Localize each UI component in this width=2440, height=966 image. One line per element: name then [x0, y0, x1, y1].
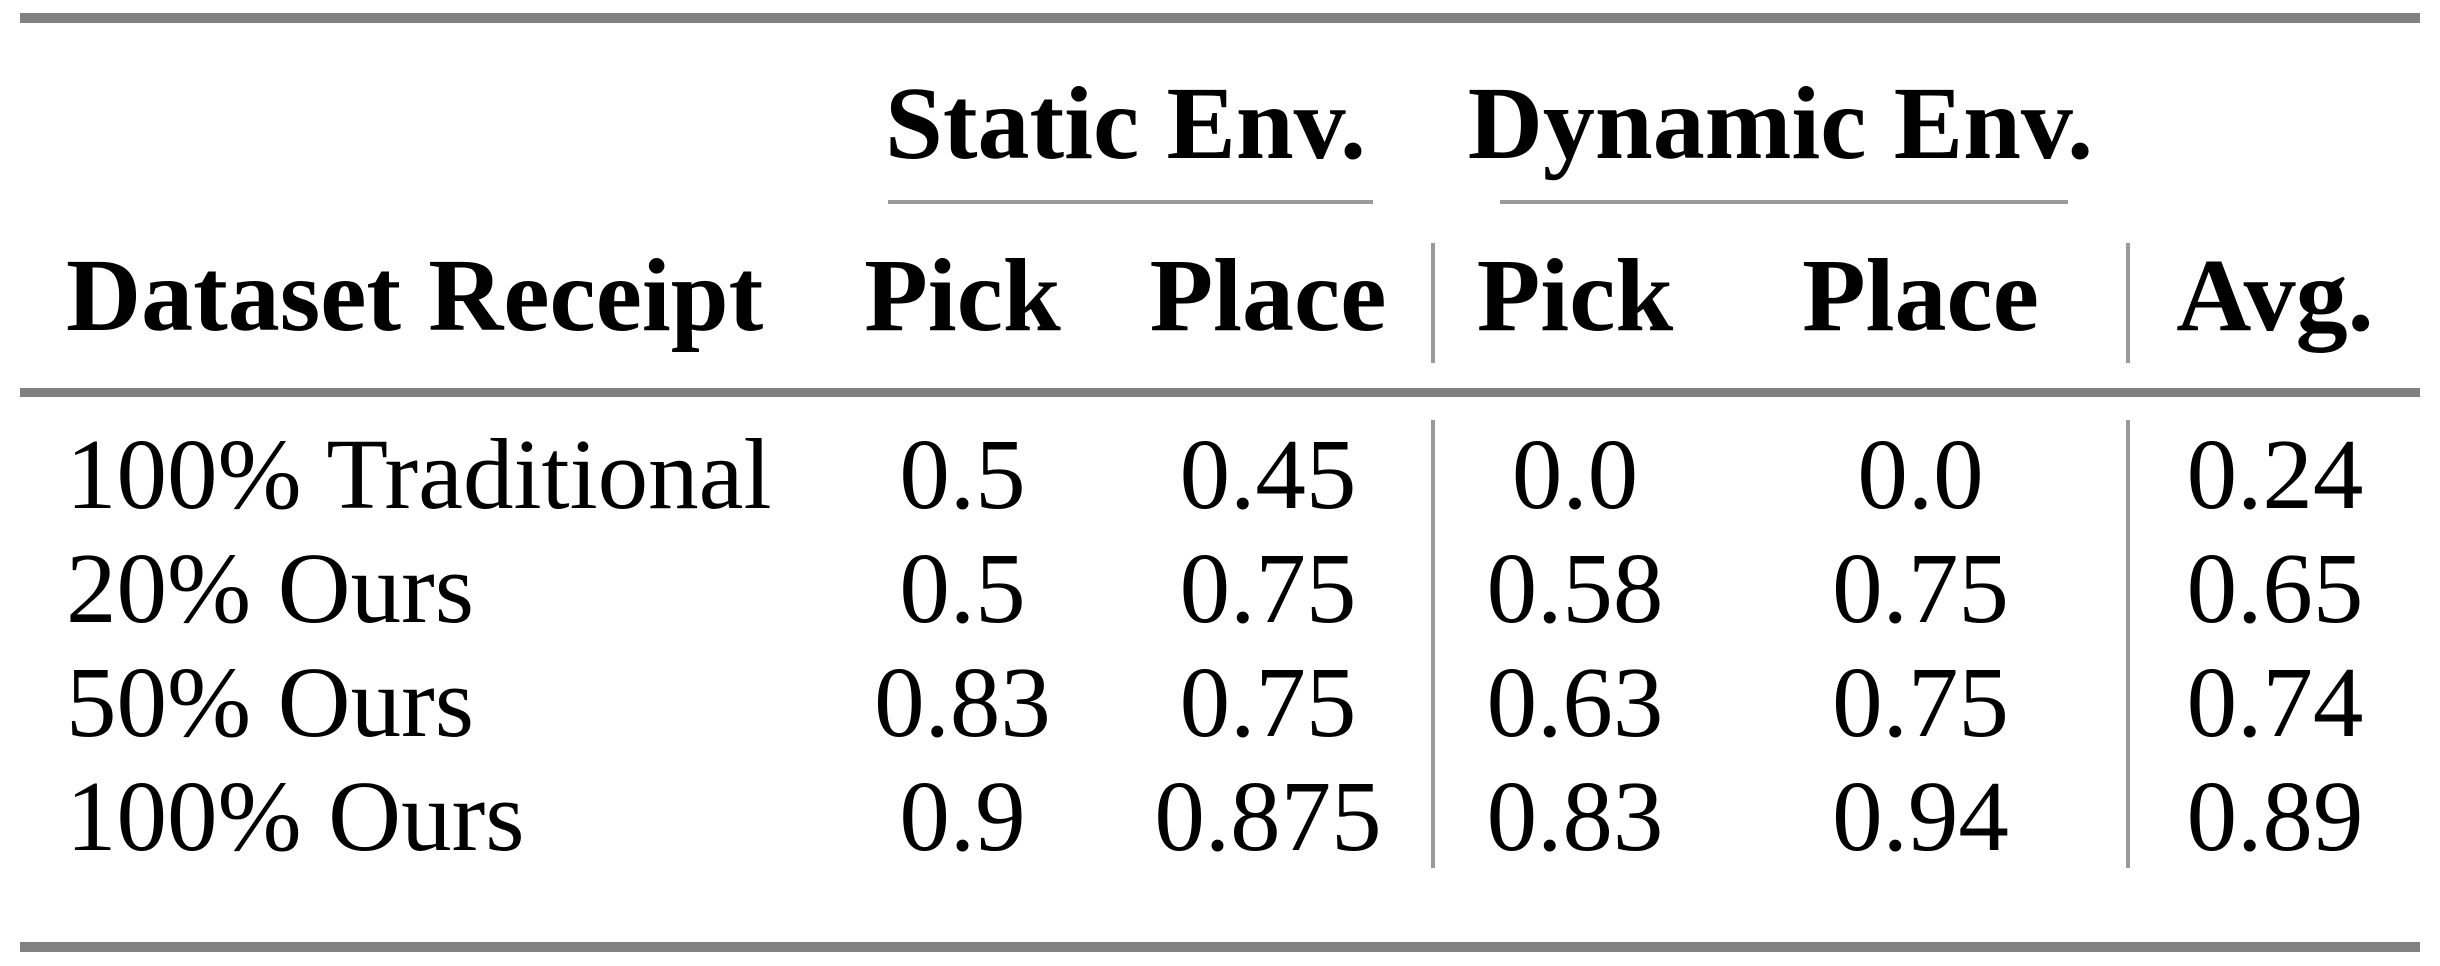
row-label: 100% Ours	[66, 760, 525, 872]
top-rule	[20, 13, 2420, 23]
cell-dynamic-place: 0.75	[1832, 532, 2009, 644]
column-separator	[1431, 420, 1435, 868]
cmidrule-static-env	[888, 200, 1373, 204]
cell-dynamic-pick: 0.63	[1486, 646, 1664, 758]
cell-static-pick: 0.83	[874, 646, 1051, 758]
cell-dynamic-pick: 0.0	[1511, 418, 1639, 530]
header-rule	[20, 388, 2420, 397]
row-label: 20% Ours	[66, 532, 475, 644]
cell-static-place: 0.45	[1179, 418, 1357, 530]
column-separator	[2126, 420, 2130, 868]
cell-static-place: 0.75	[1179, 532, 1357, 644]
row-label: 100% Traditional	[66, 418, 772, 530]
table-row: 100% Ours 0.9 0.875 0.83 0.94 0.89	[0, 766, 2440, 867]
table-row: 100% Traditional 0.5 0.45 0.0 0.0 0.24	[0, 424, 2440, 525]
row-label: 50% Ours	[66, 646, 475, 758]
cell-static-pick: 0.5	[899, 418, 1026, 530]
column-header-dynamic-place: Place	[1802, 238, 2039, 353]
cell-dynamic-pick: 0.58	[1486, 532, 1664, 644]
cell-dynamic-place: 0.94	[1832, 760, 2009, 872]
column-header-static-place: Place	[1149, 238, 1387, 353]
cmidrule-dynamic-env	[1500, 200, 2068, 204]
column-separator	[2126, 243, 2130, 363]
column-header-dynamic-pick: Pick	[1476, 238, 1674, 353]
bottom-rule	[20, 942, 2420, 952]
column-header-static-pick: Pick	[864, 238, 1061, 353]
column-header-row: Dataset Receipt Pick Place Pick Place Av…	[0, 244, 2440, 348]
group-header-dynamic-env: Dynamic Env.	[1467, 66, 2094, 181]
group-header-static-env: Static Env.	[885, 66, 1366, 181]
table-row: 50% Ours 0.83 0.75 0.63 0.75 0.74	[0, 652, 2440, 753]
cell-dynamic-place: 0.75	[1832, 646, 2009, 758]
cell-dynamic-pick: 0.83	[1486, 760, 1664, 872]
cell-avg: 0.65	[2186, 532, 2364, 644]
column-header-avg: Avg.	[2176, 238, 2374, 353]
cell-avg: 0.24	[2186, 418, 2364, 530]
cell-dynamic-place: 0.0	[1857, 418, 1984, 530]
cell-static-place: 0.875	[1154, 760, 1382, 872]
table-row: 20% Ours 0.5 0.75 0.58 0.75 0.65	[0, 538, 2440, 639]
cell-avg: 0.74	[2186, 646, 2364, 758]
column-separator	[1431, 243, 1435, 363]
cell-static-pick: 0.9	[899, 760, 1026, 872]
cell-static-pick: 0.5	[899, 532, 1026, 644]
column-header-dataset-receipt: Dataset Receipt	[66, 238, 764, 353]
cell-static-place: 0.75	[1179, 646, 1357, 758]
cell-avg: 0.89	[2186, 760, 2364, 872]
